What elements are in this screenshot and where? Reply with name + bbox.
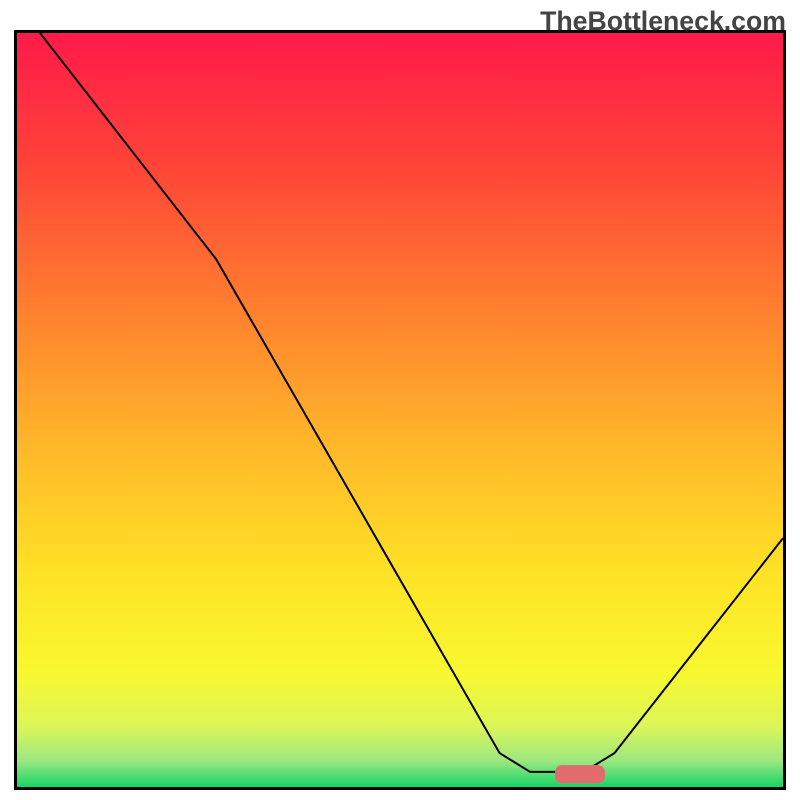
watermark-text: TheBottleneck.com — [540, 6, 786, 37]
plot-area — [14, 30, 786, 790]
curve-layer — [17, 33, 783, 787]
plot-inner — [17, 33, 783, 787]
optimum-marker — [555, 765, 605, 783]
bottleneck-curve — [40, 33, 783, 772]
chart-frame: TheBottleneck.com — [0, 0, 800, 800]
